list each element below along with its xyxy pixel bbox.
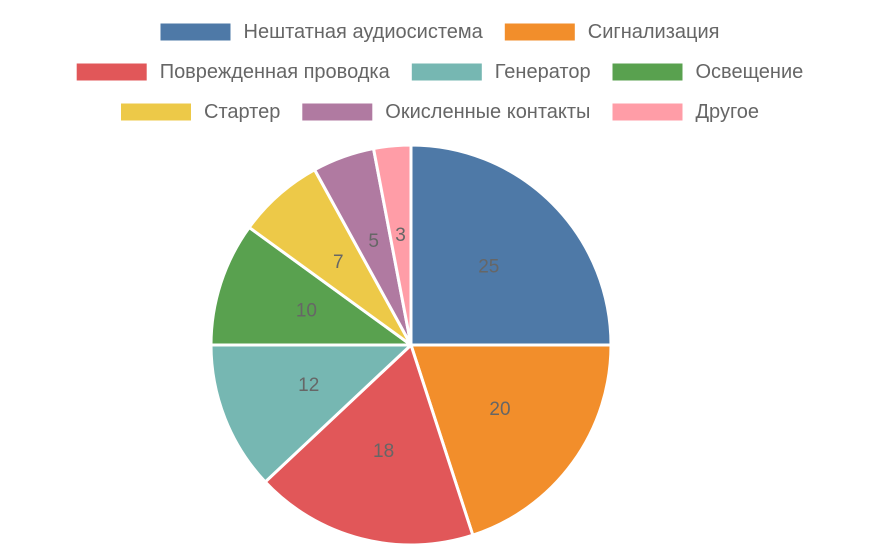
legend-swatch-1 — [160, 23, 231, 41]
legend-label-7: Окисленные контакты — [385, 101, 590, 123]
legend-swatch-7 — [302, 103, 373, 121]
legend-item-8[interactable]: Другое — [612, 101, 760, 123]
legend-swatch-3 — [76, 63, 147, 81]
legend-item-7[interactable]: Окисленные контакты — [302, 101, 590, 123]
legend-swatch-6 — [121, 103, 191, 121]
slice-value-label-8: 3 — [395, 225, 406, 246]
legend-item-4[interactable]: Генератор — [411, 61, 591, 83]
legend-swatch-5 — [612, 63, 683, 81]
legend: Нештатная аудиосистема Сигнализация Повреж… — [76, 21, 804, 123]
pie-slice-4 — [209, 343, 413, 484]
legend-label-5: Освещение — [696, 61, 804, 83]
legend-item-6[interactable]: Стартер — [121, 101, 280, 123]
legend-swatch-4 — [411, 63, 482, 81]
legend-label-6: Стартер — [204, 101, 280, 123]
pie-slice-3 — [263, 343, 475, 547]
legend-label-2: Сигнализация — [588, 21, 720, 43]
legend-swatch-2 — [504, 23, 575, 41]
legend-item-5[interactable]: Освещение — [612, 61, 804, 83]
legend-label-8: Другое — [696, 101, 760, 123]
slice-value-label-2: 20 — [489, 399, 510, 420]
slice-value-label-5: 10 — [296, 301, 317, 322]
pie-slice-2 — [409, 343, 613, 537]
legend-item-3[interactable]: Поврежденная проводка — [76, 61, 391, 83]
legend-item-1[interactable]: Нештатная аудиосистема — [160, 21, 484, 43]
pie-slice-8 — [372, 143, 413, 347]
slice-value-label-7: 5 — [368, 231, 379, 252]
pie-slice-5 — [209, 225, 413, 347]
legend-label-3: Поврежденная проводка — [160, 61, 391, 83]
pie-slice-1 — [409, 143, 613, 347]
slice-labels: 25 20 18 12 10 7 5 3 — [296, 225, 511, 462]
legend-swatch-8 — [612, 103, 683, 121]
legend-label-1: Нештатная аудиосистема — [244, 21, 484, 43]
slice-value-label-1: 25 — [478, 257, 499, 278]
legend-item-2[interactable]: Сигнализация — [504, 21, 720, 43]
slice-value-label-6: 7 — [333, 252, 344, 273]
legend-label-4: Генератор — [495, 61, 591, 83]
pie-slices — [209, 143, 613, 547]
slice-value-label-4: 12 — [298, 375, 319, 396]
slice-value-label-3: 18 — [373, 441, 394, 462]
